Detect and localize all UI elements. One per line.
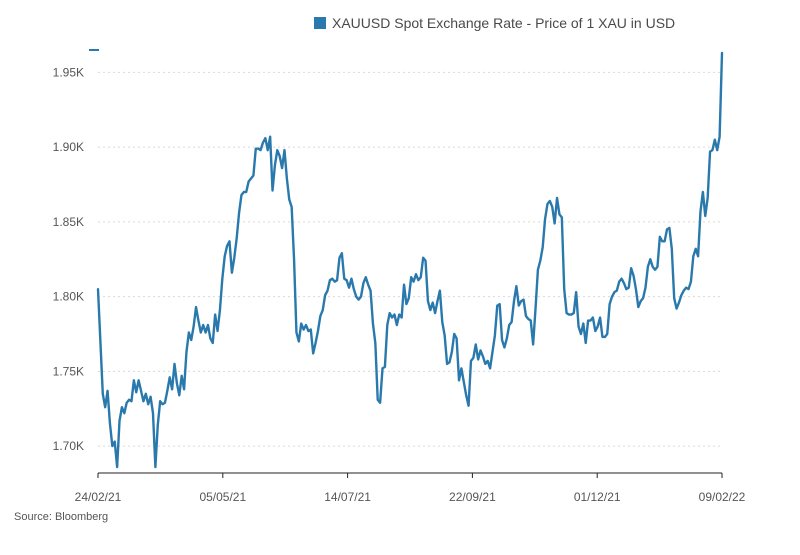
legend-label: XAUUSD Spot Exchange Rate - Price of 1 X… — [332, 15, 676, 31]
y-tick-label: 1.75K — [53, 364, 84, 378]
legend-swatch — [314, 17, 326, 29]
y-tick-label: 1.90K — [53, 140, 84, 154]
y-tick-label: 1.85K — [53, 215, 84, 229]
y-tick-label: 1.80K — [53, 290, 84, 304]
x-tick-label: 09/02/22 — [699, 490, 746, 504]
x-tick-label: 05/05/21 — [199, 490, 246, 504]
y-tick-label: 1.95K — [53, 65, 84, 79]
source-note: Source: Bloomberg — [14, 511, 109, 523]
x-tick-label: 14/07/21 — [324, 490, 371, 504]
x-tick-label: 01/12/21 — [574, 490, 621, 504]
series-line — [96, 51, 724, 469]
x-tick-label: 22/09/21 — [449, 490, 496, 504]
y-tick-label: 1.70K — [53, 439, 84, 453]
legend: XAUUSD Spot Exchange Rate - Price of 1 X… — [314, 15, 675, 31]
x-tick-label: 24/02/21 — [75, 490, 122, 504]
